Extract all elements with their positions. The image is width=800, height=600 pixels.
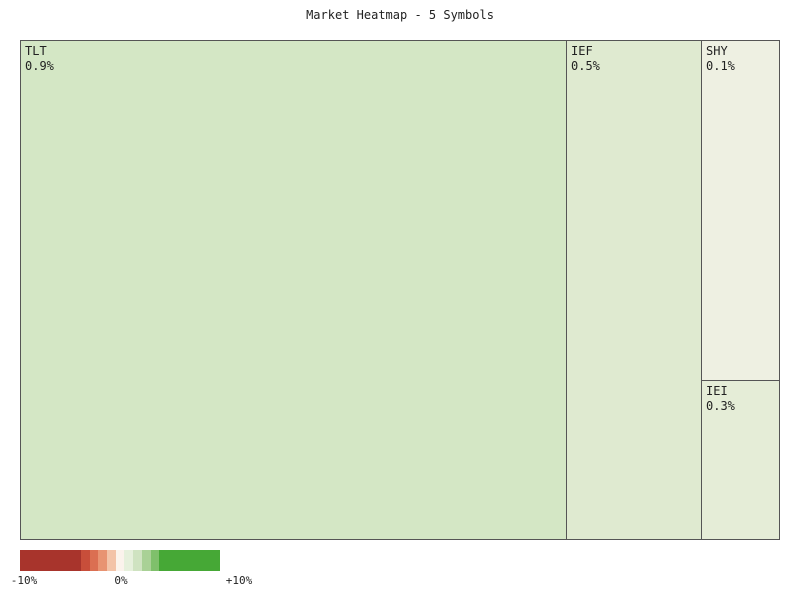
legend-swatch: [133, 550, 142, 571]
tile-ief[interactable]: IEF 0.5%: [566, 40, 702, 540]
legend-swatch: [37, 550, 47, 571]
tile-change: 0.3%: [706, 399, 735, 413]
chart-title: Market Heatmap - 5 Symbols: [306, 8, 494, 22]
legend-swatch: [211, 550, 221, 571]
tile-shy[interactable]: SHY 0.1%: [701, 40, 780, 381]
legend-swatch: [150, 550, 160, 571]
legend-swatch: [141, 550, 151, 571]
tile-symbol: IEI: [706, 384, 728, 398]
tile-symbol: SHY: [706, 44, 728, 58]
legend-swatch: [46, 550, 55, 571]
color-scale-legend: [20, 550, 221, 571]
legend-swatch: [185, 550, 195, 571]
treemap: TLT 0.9% IEF 0.5% SHY 0.1% IEI 0.3%: [20, 40, 780, 540]
tile-change: 0.5%: [571, 59, 600, 73]
legend-swatch: [202, 550, 212, 571]
legend-swatch: [89, 550, 99, 571]
tile-tlt[interactable]: TLT 0.9%: [20, 40, 567, 540]
legend-swatch: [194, 550, 203, 571]
tile-iei[interactable]: IEI 0.3%: [701, 380, 780, 540]
legend-max-label: +10%: [225, 574, 253, 587]
legend-swatch: [20, 550, 29, 571]
tile-symbol: IEF: [571, 44, 593, 58]
tile-change: 0.1%: [706, 59, 735, 73]
legend-swatch: [28, 550, 38, 571]
legend-swatch: [80, 550, 90, 571]
legend-mid-label: 0%: [114, 574, 128, 587]
legend-swatch: [124, 550, 134, 571]
legend-swatch: [98, 550, 108, 571]
legend-min-label: -10%: [10, 574, 38, 587]
tile-symbol: TLT: [25, 44, 47, 58]
legend-swatch: [115, 550, 125, 571]
legend-swatch: [54, 550, 64, 571]
tile-change: 0.9%: [25, 59, 54, 73]
legend-swatch: [176, 550, 186, 571]
legend-swatch: [159, 550, 168, 571]
legend-swatch: [107, 550, 116, 571]
legend-swatch: [63, 550, 73, 571]
legend-swatch: [167, 550, 177, 571]
legend-swatch: [72, 550, 81, 571]
